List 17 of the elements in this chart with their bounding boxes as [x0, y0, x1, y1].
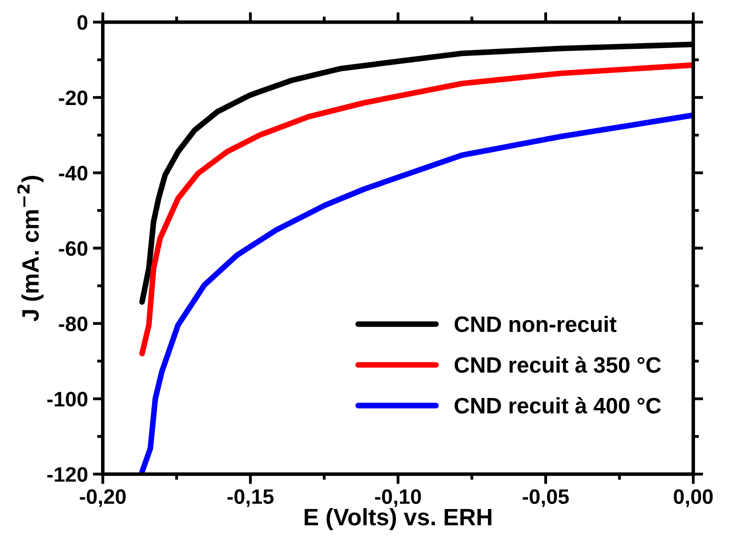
y-axis-title: J (mA. cm$^{−2}$) — [17, 176, 44, 322]
x-tick-label: 0,00 — [674, 489, 713, 508]
legend-label: CND recuit à 350 °C — [454, 356, 661, 373]
y-tick-label: -40 — [58, 166, 88, 181]
x-tick-label: -0,05 — [522, 489, 569, 508]
y-tick-label: 0 — [77, 15, 88, 30]
legend-label: CND recuit à 400 °C — [454, 397, 661, 414]
legend-label: CND non-recuit — [454, 316, 616, 332]
y-tick-label: -120 — [47, 467, 88, 482]
y-tick-label: -60 — [58, 241, 88, 256]
x-tick-label: -0,15 — [227, 489, 274, 508]
y-tick-label: -100 — [47, 392, 88, 407]
y-tick-label: -80 — [58, 316, 88, 332]
x-tick-label: -0,20 — [80, 489, 126, 508]
x-axis-title: E (Volts) vs. ERH — [304, 508, 492, 530]
x-tick-label: -0,10 — [375, 489, 421, 508]
y-tick-label: -20 — [58, 90, 88, 106]
